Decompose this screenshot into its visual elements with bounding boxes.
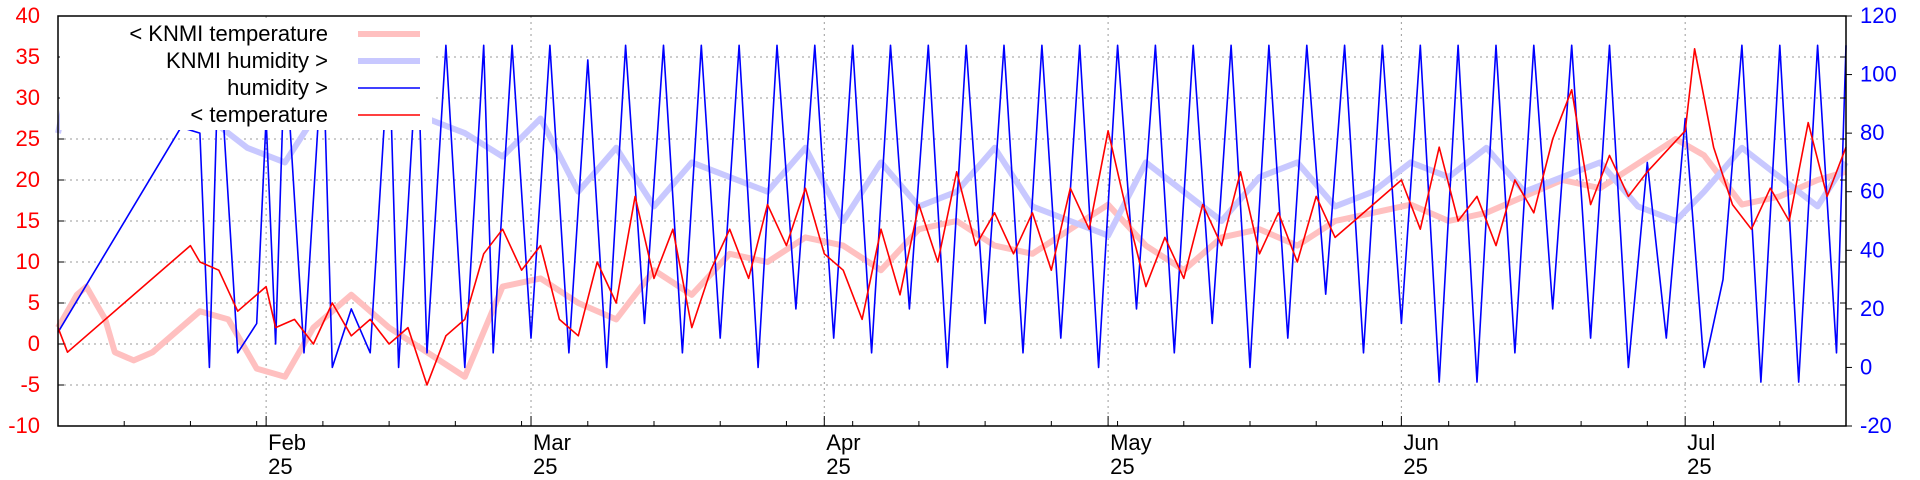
right-tick-label: 20 (1860, 296, 1884, 321)
right-tick-label: 80 (1860, 120, 1884, 145)
right-tick-label: 60 (1860, 179, 1884, 204)
x-tick-label-day: 25 (533, 454, 557, 479)
x-tick-label-day: 25 (1687, 454, 1711, 479)
legend-label: KNMI humidity > (166, 48, 328, 73)
left-tick-label: 40 (16, 3, 40, 28)
left-tick-label: 30 (16, 85, 40, 110)
right-tick-label: 100 (1860, 62, 1897, 87)
left-tick-label: 20 (16, 167, 40, 192)
x-tick-label-day: 25 (1403, 454, 1427, 479)
series-line-3 (57, 47, 1847, 386)
x-tick-label-month: Feb (268, 430, 306, 455)
left-tick-label: 25 (16, 126, 40, 151)
series-group (55, 44, 1849, 386)
left-tick-label: -10 (8, 413, 40, 438)
right-tick-label: -20 (1860, 413, 1892, 438)
x-tick-label-month: May (1110, 430, 1152, 455)
series-line-0 (55, 136, 1847, 380)
right-tick-label: 40 (1860, 237, 1884, 262)
series-line-2 (57, 44, 1847, 383)
x-tick-label-month: Jul (1687, 430, 1715, 455)
legend-label: < KNMI temperature (129, 21, 328, 46)
axis-ticks: 40 35 30 25 20 15 10 5 0 -5 -10 120 100 80 60 40 20 0 -20 F… (8, 3, 1897, 479)
x-tick-label-month: Jun (1403, 430, 1438, 455)
x-tick-label-day: 25 (268, 454, 292, 479)
right-tick-label: 120 (1860, 3, 1897, 28)
x-tick-label-day: 25 (1110, 454, 1134, 479)
left-tick-label: 35 (16, 44, 40, 69)
x-tick-label-month: Mar (533, 430, 571, 455)
x-tick-label-day: 25 (826, 454, 850, 479)
left-tick-label: 5 (28, 290, 40, 315)
left-tick-label: -5 (20, 372, 40, 397)
left-tick-label: 10 (16, 249, 40, 274)
right-tick-label: 0 (1860, 354, 1872, 379)
left-tick-label: 0 (28, 331, 40, 356)
legend-label: < temperature (190, 102, 328, 127)
legend-label: humidity > (227, 75, 328, 100)
left-tick-label: 15 (16, 208, 40, 233)
x-tick-label-month: Apr (826, 430, 860, 455)
